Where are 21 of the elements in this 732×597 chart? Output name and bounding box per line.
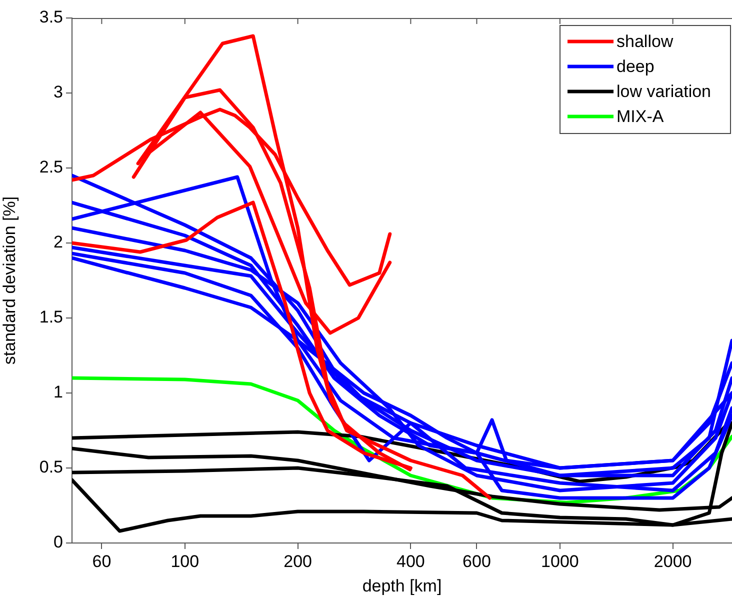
y-axis-title: standard deviation [%] <box>0 196 19 365</box>
x-tick-label: 400 <box>396 552 425 571</box>
y-tick-label: 0.5 <box>39 458 63 477</box>
legend-label: low variation <box>616 82 712 102</box>
legend-label: deep <box>616 57 654 76</box>
legend-label: shallow <box>616 32 674 52</box>
x-tick-label: 600 <box>462 552 491 571</box>
y-tick-label: 2 <box>54 232 63 252</box>
y-tick-label: 2.5 <box>39 158 63 177</box>
y-tick-label: 0 <box>54 532 63 552</box>
x-tick-label: 2000 <box>654 552 692 571</box>
x-tick-label: 1000 <box>541 552 579 571</box>
y-tick-label: 3.5 <box>39 8 63 27</box>
x-tick-label: 200 <box>284 552 312 571</box>
y-tick-label: 3 <box>54 82 63 102</box>
y-tick-label: 1 <box>54 382 63 402</box>
x-tick-label: 60 <box>92 552 112 571</box>
legend-label: MIX-A <box>616 107 664 126</box>
y-tick-label: 1.5 <box>39 308 63 327</box>
x-axis-title: depth [km] <box>362 576 442 596</box>
x-tick-label: 100 <box>170 552 200 571</box>
